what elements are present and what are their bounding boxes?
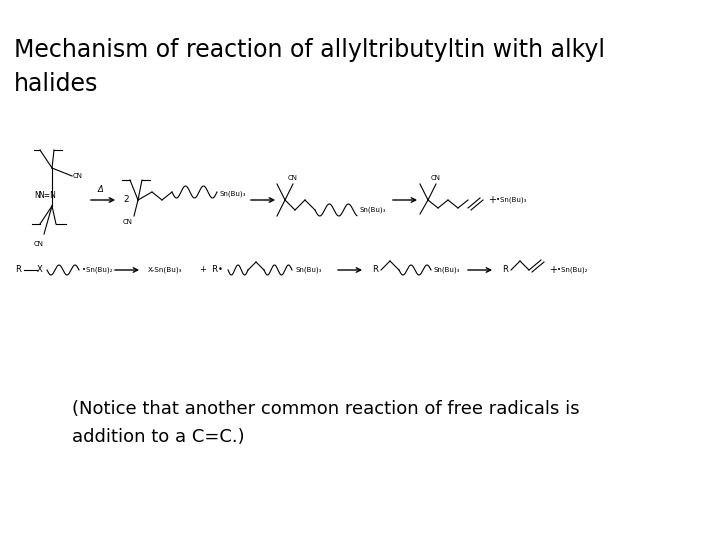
Text: +: + [488, 195, 496, 205]
Text: +: + [549, 265, 557, 275]
Text: 2: 2 [123, 195, 129, 205]
Text: (Notice that another common reaction of free radicals is: (Notice that another common reaction of … [72, 400, 580, 418]
Text: •Sn(Bu)₂: •Sn(Bu)₂ [557, 267, 588, 273]
Text: X: X [37, 266, 42, 274]
Text: N=N: N=N [38, 192, 56, 200]
Text: N: N [34, 192, 40, 200]
Text: R: R [372, 266, 378, 274]
Text: Mechanism of reaction of allyltributyltin with alkyl: Mechanism of reaction of allyltributylti… [14, 38, 605, 62]
Text: addition to a C=C.): addition to a C=C.) [72, 428, 245, 446]
Text: •Sn(Bu)₃: •Sn(Bu)₃ [496, 197, 526, 203]
Text: halides: halides [14, 72, 99, 96]
Text: R: R [15, 266, 21, 274]
Text: Sn(Bu)₃: Sn(Bu)₃ [434, 267, 460, 273]
Text: Sn(Bu)₃: Sn(Bu)₃ [360, 207, 387, 213]
Text: +  R•: + R• [200, 266, 223, 274]
Text: Δ: Δ [97, 186, 103, 194]
Text: CN: CN [288, 175, 298, 181]
Text: •Sn(Bu)₂: •Sn(Bu)₂ [82, 267, 112, 273]
Text: Sn(Bu)₃: Sn(Bu)₃ [220, 191, 246, 197]
Text: X-Sn(Bu)₃: X-Sn(Bu)₃ [148, 267, 182, 273]
Text: CN: CN [34, 241, 44, 247]
Text: CN: CN [73, 173, 83, 179]
Text: R: R [502, 266, 508, 274]
Text: CN: CN [123, 219, 133, 225]
Text: Sn(Bu)₃: Sn(Bu)₃ [295, 267, 321, 273]
Text: CN: CN [431, 175, 441, 181]
